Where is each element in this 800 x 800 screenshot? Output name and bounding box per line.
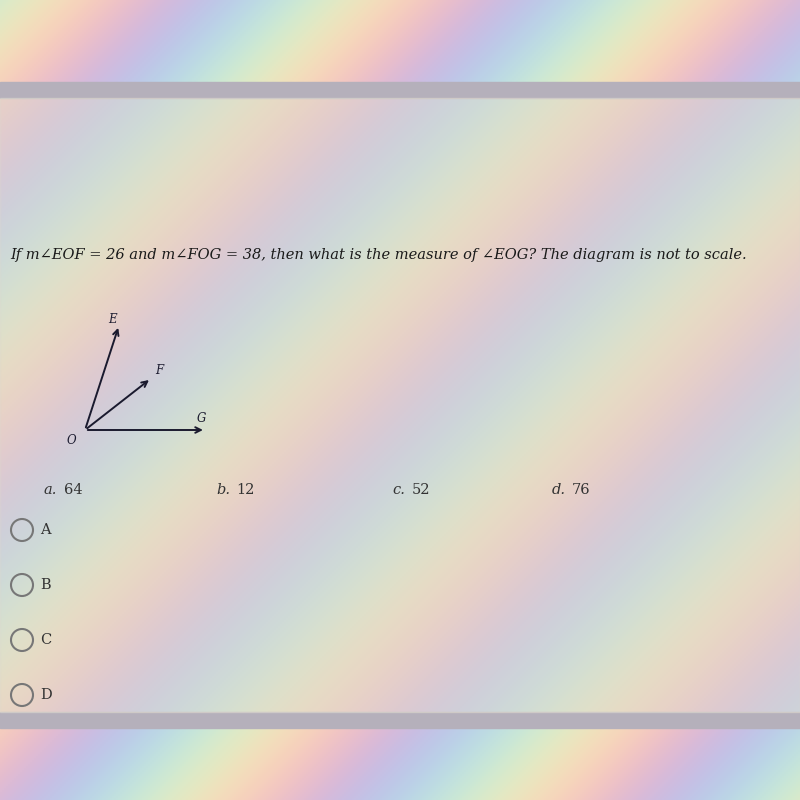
Text: D: D <box>40 688 52 702</box>
Text: If m∠EOF = 26 and m∠FOG = 38, then what is the measure of ∠EOG? The diagram is n: If m∠EOF = 26 and m∠FOG = 38, then what … <box>10 248 746 262</box>
Text: b.: b. <box>216 483 230 497</box>
Text: d.: d. <box>552 483 566 497</box>
Text: c.: c. <box>392 483 405 497</box>
Text: 12: 12 <box>236 483 254 497</box>
Text: A: A <box>40 523 50 537</box>
Text: 64: 64 <box>64 483 82 497</box>
Text: C: C <box>40 633 51 647</box>
Text: 52: 52 <box>412 483 430 497</box>
Text: O: O <box>66 434 76 447</box>
Text: B: B <box>40 578 50 592</box>
Text: G: G <box>197 411 206 425</box>
Bar <box>0 712 800 728</box>
Text: 76: 76 <box>572 483 590 497</box>
Text: a.: a. <box>44 483 58 497</box>
FancyBboxPatch shape <box>0 98 800 712</box>
Bar <box>0 82 800 98</box>
Text: E: E <box>108 313 116 326</box>
Text: F: F <box>155 364 163 377</box>
